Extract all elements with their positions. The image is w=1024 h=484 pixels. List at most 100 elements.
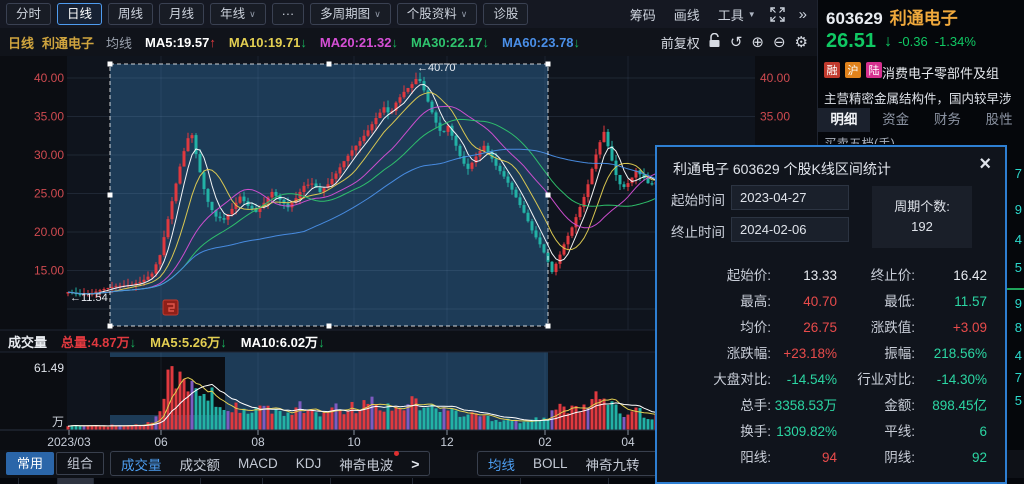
overlay-神奇九转[interactable]: 神奇九转 <box>585 457 640 473</box>
toolbar-tab-周线[interactable]: 周线 <box>108 3 154 25</box>
indicator-KDJ[interactable]: KDJ <box>295 456 322 471</box>
kline-range-stats-dialog: 利通电子 603629 个股K线区间统计 × 起始时间 2023-04-27 终… <box>655 145 1007 484</box>
quote-remnant-digit: 5 <box>1014 393 1022 408</box>
toolbar-tab-···[interactable]: ··· <box>271 3 305 25</box>
bottom-tab-常用[interactable]: 常用 <box>6 452 55 475</box>
volume-ma-value: MA5:5.26万↓ <box>150 334 227 350</box>
trend-arrow-icon: ↓ <box>300 34 307 50</box>
stat-label: 大盘对比: <box>713 372 771 387</box>
bottom-tab-组合[interactable]: 组合 <box>56 452 105 475</box>
volume-title[interactable]: 成交量 <box>8 334 48 350</box>
svg-text:04: 04 <box>621 435 635 449</box>
stat-label: 金额: <box>884 398 915 413</box>
adjust-mode-label[interactable]: 前复权 <box>660 35 700 51</box>
business-summary[interactable]: 主营精密金属结构件，国内较早涉 <box>824 92 1012 106</box>
toolbar-tab-年线[interactable]: 年线 ∨ <box>210 3 266 25</box>
trend-arrow-icon: ↓ <box>318 334 325 350</box>
unlock-icon[interactable] <box>708 32 721 51</box>
svg-text:40.00: 40.00 <box>760 71 790 85</box>
more-chevrons-icon[interactable]: » <box>798 5 807 23</box>
ma-info-row: 日线 利通电子 均线 MA5:19.57↑ MA10:19.71↓ MA20:21.… <box>0 28 817 56</box>
overlay-均线[interactable]: 均线 <box>488 457 515 473</box>
stat-value: +23.18% <box>783 346 837 361</box>
indicator-成交额[interactable]: 成交额 <box>179 457 221 473</box>
stock-code-name[interactable]: 603629 利通电子 <box>826 4 958 29</box>
stat-label: 平线: <box>884 424 915 439</box>
svg-text:08: 08 <box>251 435 265 449</box>
info-tab-股性[interactable]: 股性 <box>985 112 1013 127</box>
order-book-row-clipped: 买卖五档(手) <box>824 137 895 144</box>
toolbar-tab-日线[interactable]: 日线 <box>57 3 103 25</box>
strip-divider <box>93 478 94 484</box>
stat-label: 终止价: <box>870 268 915 283</box>
down-arrow-icon: ↓ <box>884 32 893 50</box>
price-change: -0.36 <box>898 34 928 49</box>
start-date-input[interactable]: 2023-04-27 <box>731 185 849 210</box>
toolbar-link-画线[interactable]: 画线 <box>673 7 700 23</box>
stat-value: 94 <box>821 450 837 465</box>
dialog-title: 利通电子 603629 个股K线区间统计 <box>673 161 891 177</box>
zoom-out-icon[interactable]: ⊖ <box>772 33 786 51</box>
industry-label[interactable]: 消费电子零部件及组 <box>882 66 1000 81</box>
notification-dot <box>394 450 400 456</box>
info-tab-资金[interactable]: 资金 <box>882 112 910 127</box>
quote-remnant-digit: 4 <box>1014 348 1022 363</box>
toolbar-link-工具[interactable]: 工具 ▼ <box>717 7 756 23</box>
undo-icon[interactable]: ↺ <box>729 33 743 51</box>
trend-arrow-icon: ↓ <box>220 334 227 350</box>
start-date-label: 起始时间 <box>671 193 725 208</box>
stat-value: 3358.53万 <box>774 398 837 413</box>
period-count-label: 周期个数: <box>894 199 950 214</box>
svg-text:12: 12 <box>440 435 454 449</box>
info-tab-财务[interactable]: 财务 <box>933 112 961 127</box>
stat-label: 换手: <box>740 424 771 439</box>
svg-text:40.00: 40.00 <box>34 71 64 85</box>
toolbar-link-筹码[interactable]: 筹码 <box>629 7 656 23</box>
end-date-input[interactable]: 2024-02-06 <box>731 217 849 242</box>
indicator-MACD[interactable]: MACD <box>238 456 278 471</box>
zoom-in-icon[interactable]: ⊕ <box>751 33 764 51</box>
strip-divider <box>412 478 413 484</box>
ma-value: MA60:23.78↓ <box>502 34 581 50</box>
stock-name-label: 利通电子 <box>42 35 95 51</box>
overlay-BOLL[interactable]: BOLL <box>533 456 568 471</box>
stat-value: 16.42 <box>953 268 987 283</box>
toolbar-tab-多周期图[interactable]: 多周期图 ∨ <box>310 3 391 25</box>
quote-header: 603629 利通电子 26.51 ↓ -0.36 -1.34% <box>817 0 1024 56</box>
svg-text:25.00: 25.00 <box>34 187 64 201</box>
volume-header: 成交量 总量:4.87万↓ MA5:5.26万↓ MA10:6.02万↓ <box>0 331 650 351</box>
settings-gear-icon[interactable]: ⚙ <box>794 33 808 51</box>
fullscreen-icon[interactable] <box>769 6 785 22</box>
strip-divider <box>330 478 331 484</box>
indicator-神奇电波[interactable]: 神奇电波 <box>339 450 400 474</box>
stat-label: 阴线: <box>884 450 915 465</box>
svg-text:万: 万 <box>52 415 64 429</box>
stats-grid: 起始价: 13.33 终止价: 16.42 最高: 40.70 最低: 11.57 均价: 26.… <box>661 263 1001 471</box>
svg-text:06: 06 <box>154 435 168 449</box>
toolbar-tab-个股资料[interactable]: 个股资料 ∨ <box>396 3 478 25</box>
toolbar-tab-月线[interactable]: 月线 <box>159 3 205 25</box>
trend-arrow-icon: ↓ <box>129 334 137 350</box>
close-icon[interactable]: × <box>979 153 991 175</box>
indicator-more-icon[interactable]: > <box>411 455 420 472</box>
period-toolbar: 分时 日线 周线 月线 年线 ∨ ··· 多周期图 ∨ 个股资料 ∨ 诊股 筹码 画线 工具 ▼ » <box>0 0 817 29</box>
stat-label: 涨跌幅: <box>726 346 771 361</box>
quote-remnant-digit: 8 <box>1014 320 1022 335</box>
bottom-strip <box>0 478 1024 484</box>
stat-value: 898.45亿 <box>932 398 987 413</box>
svg-text:←11.54: ←11.54 <box>70 292 108 304</box>
kline-chart[interactable]: 40.00 35.00 30.00 25.00 20.00 15.00 40.00 35.00… <box>0 56 817 450</box>
stat-value: 92 <box>971 450 987 465</box>
price-change-pct: -1.34% <box>934 34 976 49</box>
info-tab-明细[interactable]: 明细 <box>818 108 870 132</box>
volume-ma-value: 总量:4.87万↓ <box>61 334 137 350</box>
toolbar-tab-分时[interactable]: 分时 <box>6 3 52 25</box>
quote-remnant-digit: 9 <box>1014 296 1022 311</box>
price-quote: 26.51 ↓ -0.36 -1.34% <box>826 30 983 53</box>
badge-沪: 沪 <box>845 62 861 78</box>
indicator-成交量[interactable]: 成交量 <box>121 457 162 473</box>
stat-label: 最低: <box>884 294 915 309</box>
stat-value: 40.70 <box>803 294 837 309</box>
toolbar-tab-诊股[interactable]: 诊股 <box>483 3 529 25</box>
